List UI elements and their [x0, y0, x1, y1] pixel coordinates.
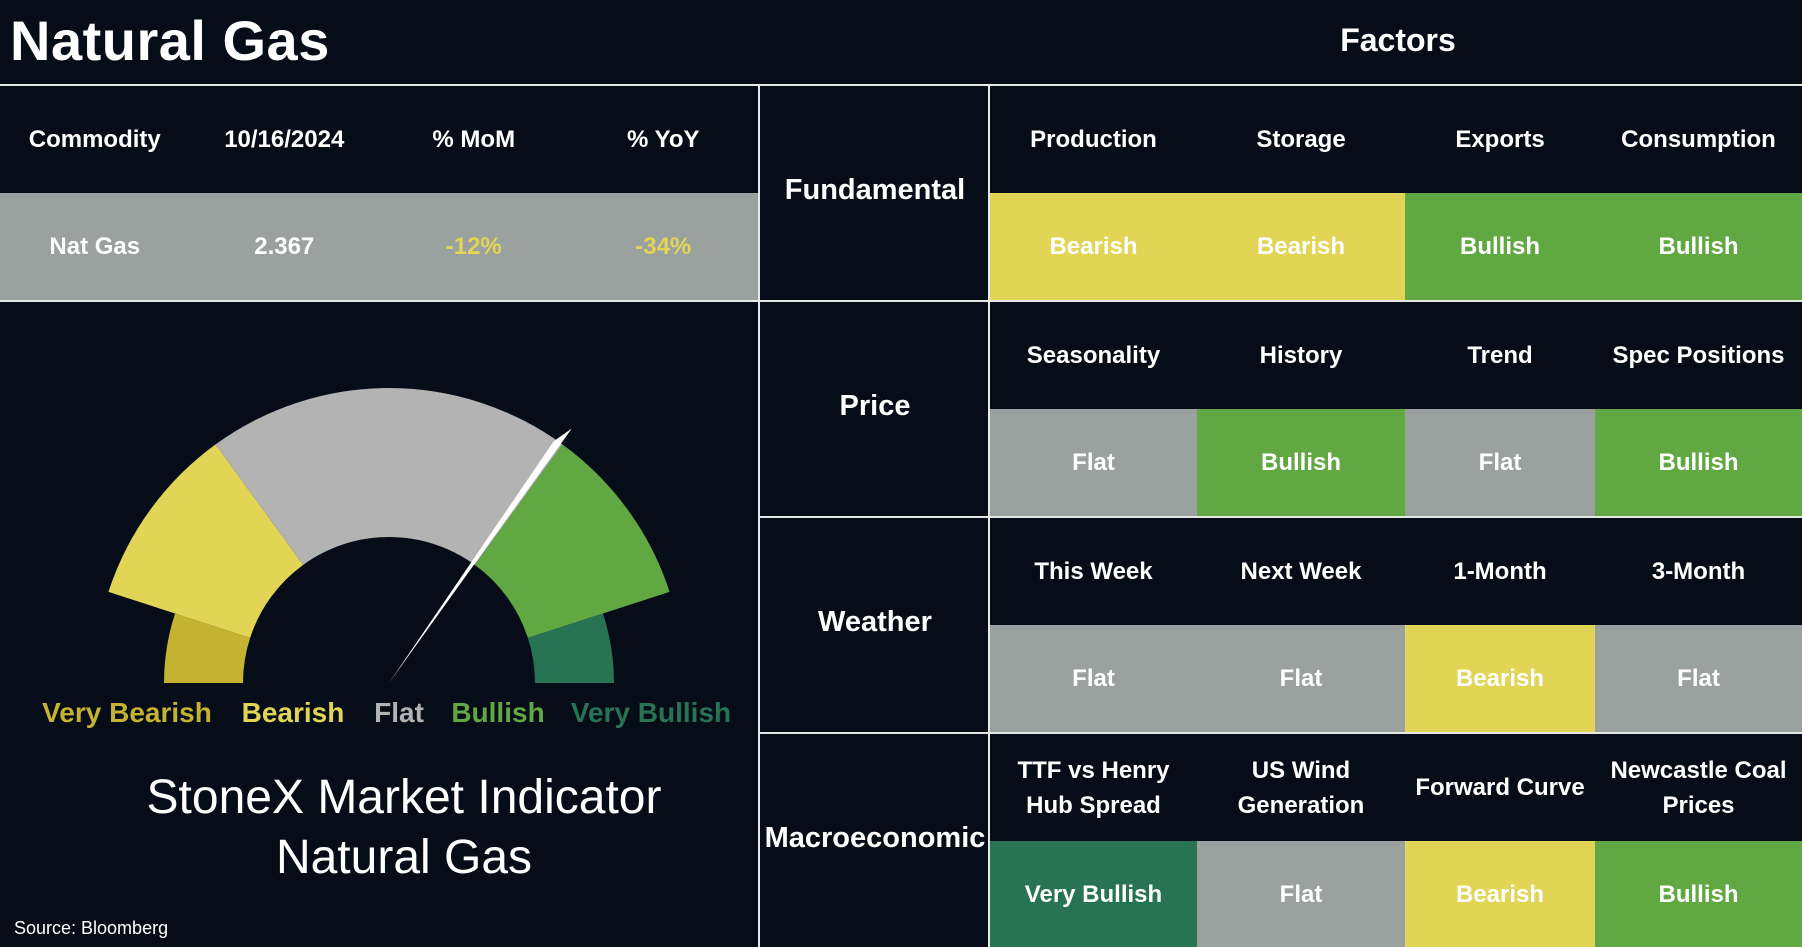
gauge-label-very-bullish: Very Bullish [571, 697, 731, 728]
date-header: 10/16/2024 [224, 125, 345, 153]
factor-value: Bullish [1595, 193, 1802, 300]
commodity-name: Nat Gas [49, 232, 141, 260]
category-divider [988, 84, 990, 947]
factor-value: Bullish [1405, 193, 1595, 300]
top-divider [0, 84, 1802, 86]
factor-value: Bearish [990, 193, 1197, 300]
factor-value: Very Bullish [990, 841, 1197, 947]
factor-header: 1-Month [1453, 558, 1547, 585]
factor-header: Newcastle Coal Prices [1610, 756, 1787, 819]
factor-header: History [1259, 342, 1343, 369]
gauge-segment-bullish [474, 444, 670, 638]
factor-value: Bullish [1595, 841, 1802, 947]
gauge-label-bullish: Bullish [451, 697, 544, 728]
mom-header: % MoM [432, 125, 516, 153]
factor-header: Forward Curve [1415, 774, 1585, 801]
factor-header: Spec Positions [1612, 342, 1785, 369]
factor-value: Bearish [1197, 193, 1405, 300]
gauge-label-bearish: Bearish [242, 697, 345, 728]
factor-value: Flat [1197, 625, 1405, 732]
factor-header: Next Week [1240, 558, 1362, 585]
mom-value: -12% [445, 232, 502, 260]
factor-value: Bullish [1595, 409, 1802, 516]
factor-value: Flat [990, 409, 1197, 516]
gauge-segment-very-bullish [527, 613, 614, 683]
factor-header: Seasonality [1026, 342, 1161, 369]
indicator-title-line1: StoneX Market Indicator [146, 771, 662, 824]
factor-value: Bullish [1197, 409, 1405, 516]
factor-header: Storage [1256, 126, 1346, 153]
factors-title: Factors [1340, 22, 1456, 58]
factor-header: Production [1030, 126, 1157, 153]
factor-header: US Wind Generation [1237, 756, 1365, 819]
factor-row-divider [758, 516, 1802, 518]
gauge-segment-flat [215, 388, 563, 565]
factor-header: Trend [1467, 342, 1533, 369]
gauge-label-flat: Flat [374, 697, 424, 728]
factor-header: This Week [1034, 558, 1153, 585]
factor-row-divider [758, 732, 1802, 734]
factor-value: Flat [1595, 625, 1802, 732]
factor-row-divider [758, 300, 1802, 302]
factor-value: Flat [990, 625, 1197, 732]
factor-header: TTF vs Henry Hub Spread [1017, 756, 1170, 819]
factor-value: Flat [1405, 409, 1595, 516]
factor-value: Bearish [1405, 841, 1595, 947]
factor-header: 3-Month [1651, 558, 1746, 585]
yoy-header: % YoY [627, 125, 700, 153]
market-indicator-gauge: Very Bearish Bearish Flat Bullish Very Bulli… [42, 388, 731, 728]
commodity-header: Commodity [28, 125, 161, 153]
factor-value: Bearish [1405, 625, 1595, 732]
category-label-weather: Weather [818, 606, 932, 638]
yoy-value: -34% [635, 232, 692, 260]
gauge-needle [389, 428, 572, 683]
factor-value: Flat [1197, 841, 1405, 947]
gauge-segment-bearish [108, 444, 304, 638]
price-value: 2.367 [254, 232, 315, 260]
page-title: Natural Gas [10, 9, 330, 72]
commodity-value-row: Nat Gas 2.367 -12% -34% [0, 193, 758, 300]
commodity-table: Commodity 10/16/2024 % MoM % YoY Nat Gas… [0, 86, 758, 300]
gauge-label-very-bearish: Very Bearish [42, 697, 212, 728]
gauge-segment-very-bearish [164, 613, 251, 683]
source-note: Source: Bloomberg [14, 918, 169, 938]
category-label-price: Price [839, 390, 911, 422]
commodity-header-row: Commodity 10/16/2024 % MoM % YoY [0, 86, 758, 193]
category-label-macroeconomic: Macroeconomic [764, 822, 986, 854]
factor-header: Consumption [1621, 126, 1776, 153]
indicator-title-line2: Natural Gas [275, 831, 533, 884]
factor-header: Exports [1455, 126, 1545, 153]
commodity-divider [0, 300, 760, 302]
indicator-title: StoneX Market Indicator Natural Gas [0, 768, 808, 888]
category-label-fundamental: Fundamental [784, 174, 966, 206]
left-panel-divider [758, 84, 760, 947]
